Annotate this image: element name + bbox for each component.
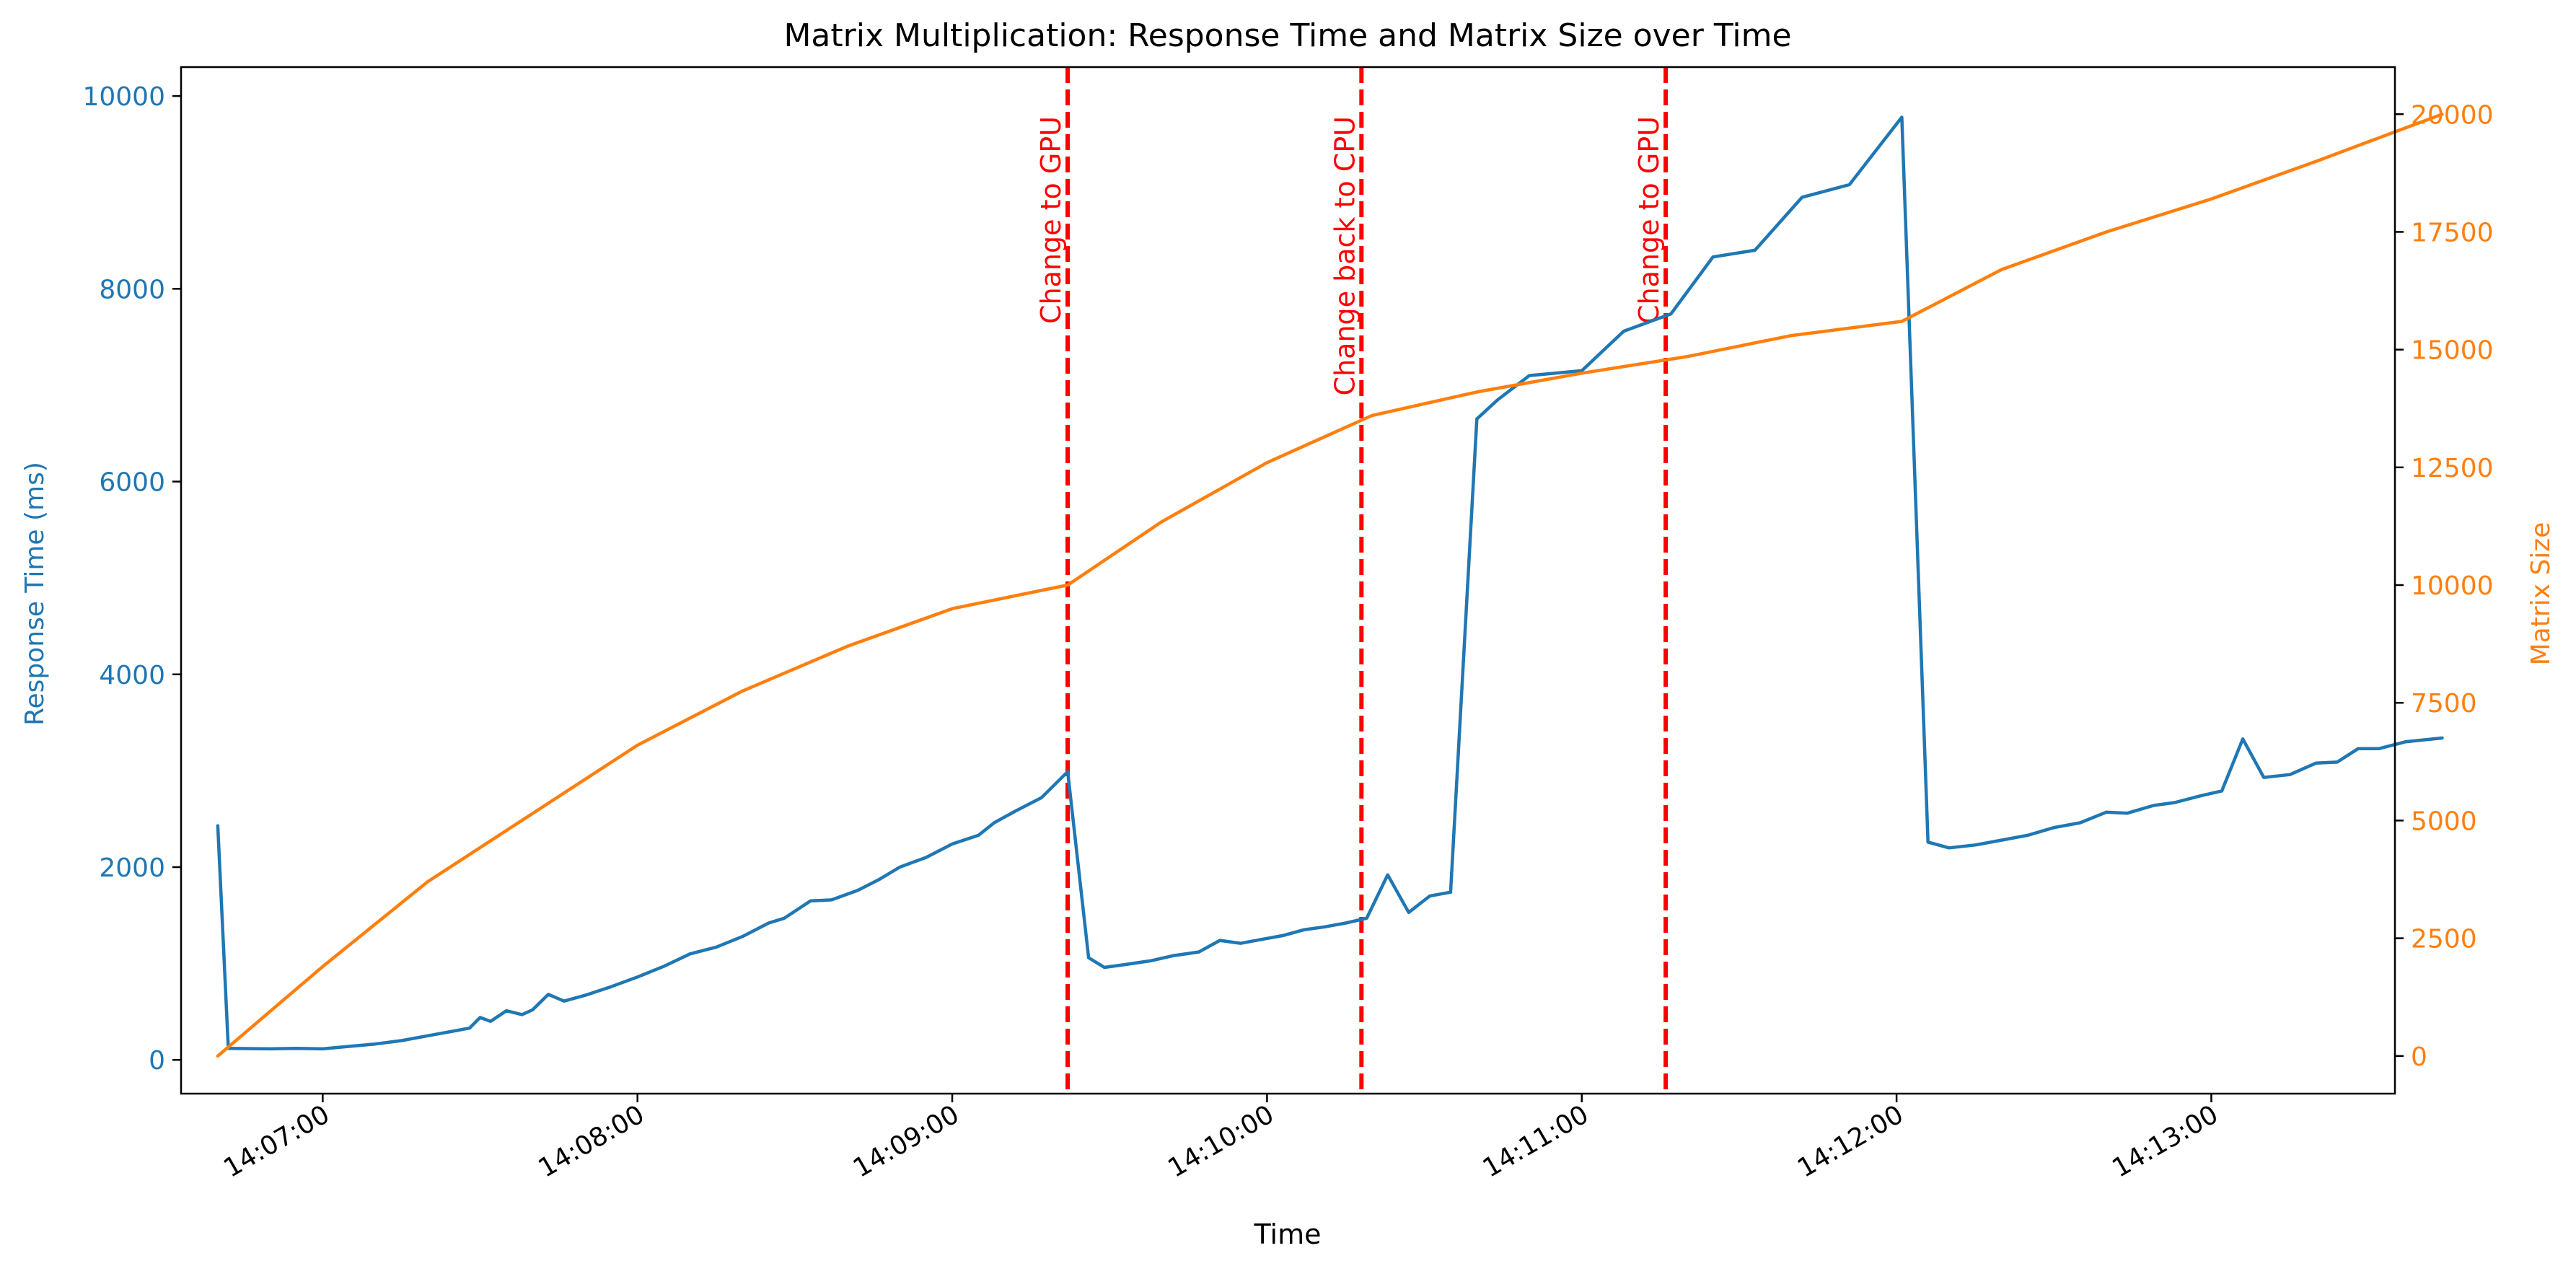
right-tick-label: 17500: [2411, 218, 2494, 247]
event-lines: Change to GPU Change back to CPU Change to…: [1035, 67, 1669, 1094]
left-tick-label: 0: [149, 1046, 165, 1076]
x-tick-label: 14:08:00: [534, 1099, 650, 1183]
right-tick-label: 0: [2411, 1042, 2427, 1072]
x-tick-label: 14:09:00: [848, 1099, 964, 1183]
event-label-1: Change to GPU: [1035, 116, 1067, 324]
left-tick-label: 10000: [82, 82, 165, 112]
left-axis-ticks: 0 2000 4000 6000 8000 10000: [82, 82, 181, 1076]
x-tick-label: 14:11:00: [1478, 1099, 1594, 1183]
left-tick-label: 4000: [99, 661, 165, 690]
right-axis-label: Matrix Size: [2526, 522, 2556, 666]
event-label-3: Change to GPU: [1633, 116, 1665, 324]
plot-frame: [180, 66, 2396, 1095]
x-tick-label: 14:13:00: [2107, 1099, 2223, 1183]
right-axis-ticks: 0 2500 5000 7500 10000 12500 15000 17500 20000: [2395, 100, 2494, 1072]
x-axis-label: Time: [1254, 1218, 1322, 1250]
left-axis-label: Response Time (ms): [20, 462, 50, 726]
right-tick-label: 5000: [2411, 807, 2477, 836]
left-tick-label: 6000: [99, 468, 165, 498]
x-tick-label: 14:07:00: [219, 1099, 335, 1183]
right-tick-label: 12500: [2411, 454, 2494, 483]
x-tick-label: 14:10:00: [1163, 1099, 1279, 1183]
right-tick-label: 10000: [2411, 571, 2494, 601]
left-tick-label: 2000: [99, 853, 165, 883]
x-tick-label: 14:12:00: [1793, 1099, 1909, 1183]
right-tick-label: 15000: [2411, 336, 2494, 366]
series-lines: [216, 113, 2444, 1058]
right-tick-label: 20000: [2411, 100, 2494, 130]
chart-title: Matrix Multiplication: Response Time and…: [783, 17, 1791, 54]
x-axis-ticks: 14:07:00 14:08:00 14:09:00 14:10:00 14:11:00…: [219, 1094, 2223, 1184]
left-tick-label: 8000: [99, 275, 165, 304]
event-label-2: Change back to CPU: [1329, 116, 1360, 395]
matrix-size-line: [216, 113, 2444, 1058]
response-time-line: [216, 115, 2444, 1051]
right-tick-label: 7500: [2411, 689, 2477, 719]
right-tick-label: 2500: [2411, 925, 2477, 954]
